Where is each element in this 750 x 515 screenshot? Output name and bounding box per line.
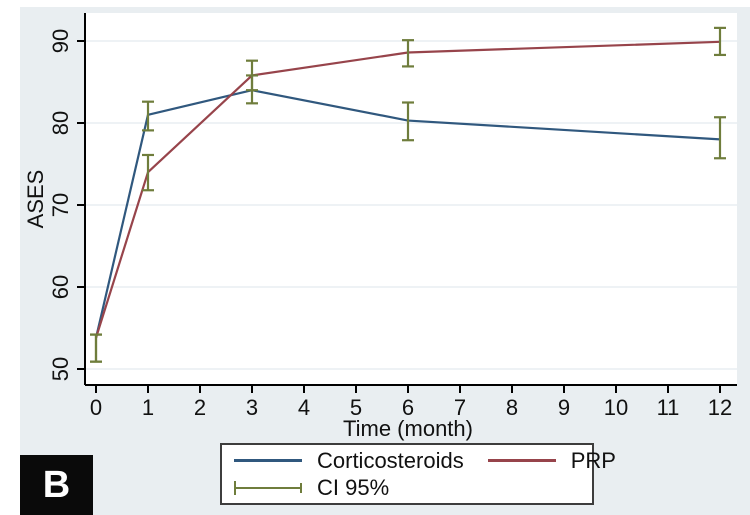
y-tick-label-60: 60 xyxy=(48,275,73,299)
panel-label-text: B xyxy=(42,463,71,506)
legend-label-corticosteroids: Corticosteroids xyxy=(317,447,464,473)
panel-label-b: B xyxy=(20,455,93,515)
error-bar-prp-month-0 xyxy=(90,333,102,363)
plot-area xyxy=(85,13,737,385)
x-tick-label-1: 1 xyxy=(142,395,154,420)
x-tick-label-12: 12 xyxy=(708,395,732,420)
x-tick-label-0: 0 xyxy=(90,395,102,420)
error-bar-corticosteroids-month-1 xyxy=(142,100,154,132)
legend-row-ci: CI 95% xyxy=(234,474,592,501)
y-tick-label-50: 50 xyxy=(48,357,73,381)
y-axis-title: ASES xyxy=(23,170,48,229)
x-tick-label-6: 6 xyxy=(402,395,414,420)
error-bar-corticosteroids-month-6 xyxy=(402,101,414,142)
error-bar-prp-month-6 xyxy=(402,39,414,68)
legend-label-prp: PRP xyxy=(570,447,616,473)
error-bar-prp-month-3 xyxy=(246,59,258,92)
legend-label-ci95: CI 95% xyxy=(317,474,390,500)
x-tick-label-5: 5 xyxy=(350,395,362,420)
y-tick-label-80: 80 xyxy=(48,111,73,135)
legend-row-series: Corticosteroids PRP xyxy=(234,447,616,474)
error-bar-corticosteroids-month-12 xyxy=(714,116,726,160)
x-tick-label-11: 11 xyxy=(657,395,680,420)
error-bar-prp-month-12 xyxy=(714,26,726,57)
error-bar-prp-month-1 xyxy=(142,153,154,192)
x-axis-title: Time (month) xyxy=(343,416,473,441)
legend-prp-line-icon xyxy=(487,459,556,462)
x-tick-label-7: 7 xyxy=(454,395,466,420)
x-tick-label-8: 8 xyxy=(506,395,518,420)
x-tick-label-9: 9 xyxy=(558,395,570,420)
x-tick-label-10: 10 xyxy=(604,395,628,420)
legend-corticosteroids-line-icon xyxy=(234,459,302,462)
legend-ci-errorbar-icon xyxy=(234,480,302,495)
y-tick-label-70: 70 xyxy=(48,193,73,217)
chart-legend: Corticosteroids PRP CI 95% xyxy=(220,443,616,505)
y-tick-label-90: 90 xyxy=(48,29,73,53)
x-tick-label-2: 2 xyxy=(194,395,206,420)
x-tick-label-4: 4 xyxy=(298,395,310,420)
x-tick-label-3: 3 xyxy=(246,395,258,420)
